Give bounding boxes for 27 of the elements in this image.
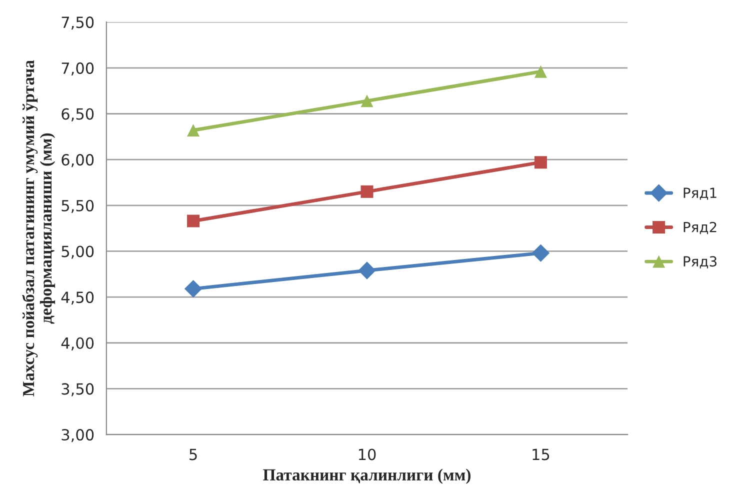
point [532, 244, 550, 262]
point [184, 280, 202, 298]
point [534, 65, 547, 78]
y-tick-label: 4,00 [61, 337, 94, 350]
point [534, 156, 547, 169]
x-tick-label: 10 [358, 448, 376, 460]
y-tick-label: 3,00 [62, 429, 94, 442]
y-tick-label: 6,50 [62, 108, 94, 122]
y-tick-label: 3,50 [62, 383, 94, 396]
point [187, 124, 200, 136]
y-tick-label: 6,00 [62, 154, 94, 168]
x-tick-label: 5 [190, 448, 197, 460]
y-tick-label: 7,50 [62, 16, 94, 30]
y-axis-title: Махсус пойабзал патагининг умумий ўртача деформацияланиши (мм) [22, 60, 56, 396]
point [360, 94, 374, 108]
x-axis-title: Патакнинг қалинлиги (мм) [263, 468, 470, 484]
x-tick-label: 15 [532, 448, 550, 460]
y-tick-label: 5,00 [62, 246, 94, 259]
point [187, 214, 200, 228]
point [360, 185, 374, 198]
legend-label: Ряд2 [684, 222, 716, 234]
point [358, 262, 376, 280]
y-tick-label: 5,50 [62, 200, 94, 213]
legend-label: Ряд1 [684, 188, 716, 200]
y-tick-label: 7,00 [62, 62, 94, 76]
legend-label: Ряд3 [684, 256, 716, 268]
y-tick-label: 4,50 [61, 292, 94, 305]
